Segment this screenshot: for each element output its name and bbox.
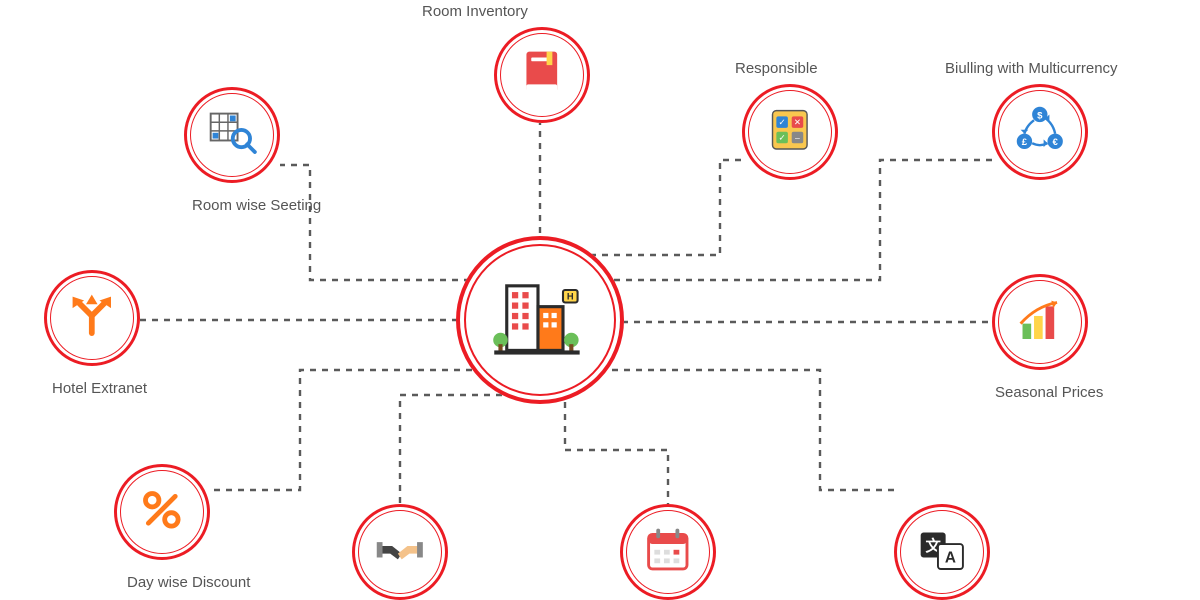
connector-line <box>400 395 502 504</box>
label-hotel-extranet: Hotel Extranet <box>52 380 147 397</box>
svg-text:✓: ✓ <box>779 132 786 142</box>
center-hub: H <box>456 236 624 404</box>
node-multicurrency: $ £ € <box>992 84 1088 180</box>
calendar-icon <box>639 521 697 584</box>
connector-line <box>565 402 668 504</box>
svg-text:H: H <box>567 292 574 302</box>
svg-text:✕: ✕ <box>794 117 801 127</box>
percent-icon <box>133 481 191 544</box>
connector-line <box>590 160 742 255</box>
svg-text:£: £ <box>1022 137 1028 148</box>
diagram-canvas: H Room Inventory Room wise Seeting <box>0 0 1200 600</box>
arrows-split-icon <box>63 287 121 350</box>
node-seasonal-prices <box>992 274 1088 370</box>
node-room-inventory <box>494 27 590 123</box>
handshake-icon <box>371 521 429 584</box>
node-partner <box>352 504 448 600</box>
label-room-inventory: Room Inventory <box>422 3 528 20</box>
node-responsible: ✓ ✕ ✓ – <box>742 84 838 180</box>
connector-line <box>208 370 472 490</box>
connector-line <box>612 370 895 490</box>
label-seasonal-prices: Seasonal Prices <box>995 384 1103 401</box>
label-day-wise-discount: Day wise Discount <box>127 574 250 591</box>
label-room-wise-setting: Room wise Seeting <box>192 197 321 214</box>
node-calendar <box>620 504 716 600</box>
hotel-building-icon: H <box>488 265 592 374</box>
checklist-icon: ✓ ✕ ✓ – <box>761 101 819 164</box>
svg-text:$: $ <box>1037 110 1043 121</box>
svg-text:–: – <box>795 132 800 142</box>
book-icon <box>513 44 571 107</box>
node-room-wise-setting <box>184 87 280 183</box>
translate-icon: 文 A <box>913 521 971 584</box>
label-responsible: Responsible <box>735 60 818 77</box>
grid-search-icon <box>203 104 261 167</box>
svg-text:A: A <box>945 549 956 566</box>
svg-text:€: € <box>1053 137 1059 148</box>
svg-text:✓: ✓ <box>779 117 786 127</box>
node-hotel-extranet <box>44 270 140 366</box>
chart-icon <box>1011 291 1069 354</box>
currency-cycle-icon: $ £ € <box>1011 101 1069 164</box>
node-day-wise-discount <box>114 464 210 560</box>
node-translate: 文 A <box>894 504 990 600</box>
connector-line <box>280 165 470 280</box>
label-multicurrency: Biulling with Multicurrency <box>945 60 1118 77</box>
